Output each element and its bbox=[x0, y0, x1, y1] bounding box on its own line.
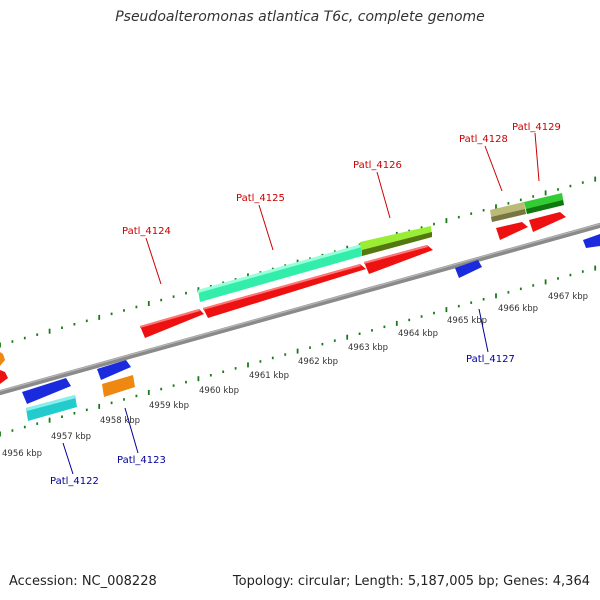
gene-partial-left-red bbox=[0, 370, 8, 384]
gene-patl-4124-shade bbox=[140, 309, 200, 328]
scale-label-4966: 4966 kbp bbox=[498, 304, 538, 314]
label-patl-4123[interactable]: Patl_4123 bbox=[117, 455, 166, 466]
gene-patl-4128[interactable] bbox=[496, 222, 528, 240]
feature-aquamarine-shade bbox=[198, 244, 362, 293]
scale-label-4967: 4967 kbp bbox=[548, 292, 588, 302]
scale-label-4957: 4957 kbp bbox=[51, 432, 91, 442]
gene-patl-4127[interactable] bbox=[455, 260, 482, 278]
gene-patl-4125-shade bbox=[203, 264, 361, 310]
label-patl-4122[interactable]: Patl_4122 bbox=[50, 476, 99, 487]
scale-label-4960: 4960 kbp bbox=[199, 386, 239, 396]
reverse-strand-genes bbox=[22, 234, 600, 421]
gene-patl-4122-cyan bbox=[26, 395, 77, 421]
scale-label-4963: 4963 kbp bbox=[348, 343, 388, 353]
gene-partial-right-blue bbox=[583, 234, 600, 248]
genome-backbone-highlight bbox=[0, 223, 600, 392]
scale-labels: 4956 kbp 4957 kbp 4958 kbp 4959 kbp 4960… bbox=[2, 292, 588, 459]
label-patl-4128[interactable]: Patl_4128 bbox=[459, 134, 508, 145]
scale-label-4958: 4958 kbp bbox=[100, 416, 140, 426]
gene-patl-4123[interactable] bbox=[97, 360, 131, 380]
upper-tick-row bbox=[0, 176, 597, 348]
scale-label-4956: 4956 kbp bbox=[2, 449, 42, 459]
scale-label-4965: 4965 kbp bbox=[447, 316, 487, 326]
label-patl-4126[interactable]: Patl_4126 bbox=[353, 160, 402, 171]
gene-patl-4129[interactable] bbox=[529, 212, 566, 232]
forward-strand-genes bbox=[0, 193, 566, 384]
scale-label-4959: 4959 kbp bbox=[149, 401, 189, 411]
gene-patl-4122[interactable] bbox=[22, 378, 71, 404]
gene-patl-4126[interactable] bbox=[364, 245, 433, 274]
scale-label-4964: 4964 kbp bbox=[398, 329, 438, 339]
accession-text: Accession: NC_008228 bbox=[9, 574, 157, 589]
lower-tick-row bbox=[0, 265, 597, 437]
label-leaders bbox=[62, 132, 540, 475]
gene-patl-4123-orange bbox=[102, 375, 135, 397]
gene-patl-4126-shade bbox=[364, 245, 428, 264]
gene-patl-4124[interactable] bbox=[140, 309, 204, 338]
feature-green-dark bbox=[526, 200, 564, 214]
scale-label-4961: 4961 kbp bbox=[249, 371, 289, 381]
label-patl-4129[interactable]: Patl_4129 bbox=[512, 122, 561, 133]
label-patl-4124[interactable]: Patl_4124 bbox=[122, 226, 171, 237]
gene-patl-4125[interactable] bbox=[203, 264, 366, 318]
gene-patl-4122-cyan-shade bbox=[26, 395, 76, 411]
label-patl-4127[interactable]: Patl_4127 bbox=[466, 354, 515, 365]
feature-lime-dark bbox=[362, 232, 432, 256]
scale-label-4962: 4962 kbp bbox=[298, 357, 338, 367]
gene-labels: Patl_4122 Patl_4123 Patl_4124 Patl_4125 … bbox=[50, 122, 561, 487]
genome-backbone bbox=[0, 222, 600, 396]
genome-summary-text: Topology: circular; Length: 5,187,005 bp… bbox=[232, 574, 590, 589]
label-patl-4125[interactable]: Patl_4125 bbox=[236, 193, 285, 204]
map-title: Pseudoalteromonas atlantica T6c, complet… bbox=[115, 9, 485, 25]
gene-partial-left-orange bbox=[0, 352, 5, 366]
feature-khaki-dark bbox=[491, 209, 526, 222]
